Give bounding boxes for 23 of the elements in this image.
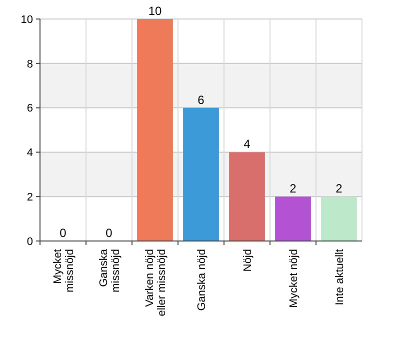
bar [229, 152, 265, 241]
x-tick-label: Inte aktuellt [334, 249, 346, 306]
data-label: 0 [60, 226, 67, 240]
y-tick-label: 2 [26, 191, 33, 204]
bar [137, 19, 173, 241]
y-tick-label: 0 [26, 236, 33, 248]
x-tick-label: Mycket missnöjd [52, 249, 76, 292]
bar [275, 196, 311, 241]
data-label: 2 [290, 182, 297, 196]
y-tick-label: 6 [26, 102, 33, 115]
data-label: 4 [244, 137, 251, 152]
x-tick-label: Mycket nöjd [288, 249, 300, 308]
data-label: 0 [106, 226, 113, 240]
bar [321, 196, 357, 241]
x-tick-label: Nöjd [242, 249, 254, 272]
data-label: 10 [148, 4, 162, 18]
y-tick-label: 10 [20, 14, 33, 26]
data-label: 2 [336, 182, 343, 196]
data-label: 6 [198, 92, 205, 107]
x-tick-label: Ganska nöjd [196, 249, 208, 311]
bar [183, 108, 219, 241]
y-tick-label: 4 [26, 147, 33, 160]
y-tick-label: 8 [26, 58, 33, 70]
